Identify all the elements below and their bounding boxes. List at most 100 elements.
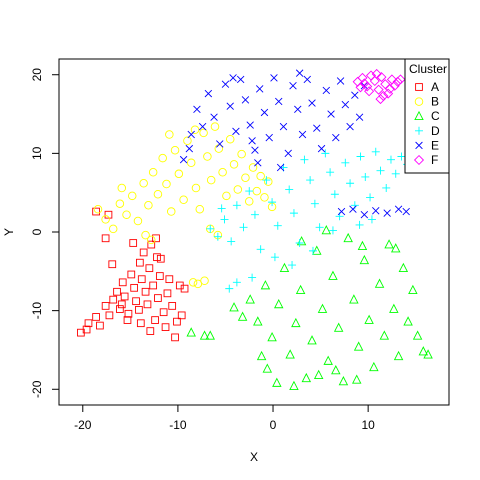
data-point-D (371, 147, 380, 156)
data-point-D (321, 149, 330, 158)
data-point-A (101, 234, 110, 243)
data-point-B (108, 224, 118, 234)
data-point-D (330, 190, 339, 199)
data-point-D (239, 223, 248, 232)
data-point-B (127, 191, 137, 201)
data-point-C (205, 330, 215, 340)
data-point-F (376, 72, 387, 83)
data-point-A (168, 302, 177, 310)
data-point-B (237, 149, 246, 159)
data-point-B (222, 191, 231, 201)
data-point-C (408, 284, 418, 295)
data-point-E (254, 159, 262, 167)
data-point-E (246, 121, 254, 129)
data-point-A (92, 207, 100, 216)
data-point-E (317, 144, 326, 153)
data-point-E (303, 75, 311, 84)
data-point-B (233, 185, 243, 194)
data-point-E (265, 133, 273, 142)
data-point-E (226, 102, 234, 110)
data-point-C (384, 239, 394, 249)
y-tick-label: 10 (30, 146, 44, 160)
data-point-A (137, 275, 146, 284)
data-point-B (148, 167, 158, 177)
data-point-B (162, 179, 171, 189)
data-point-C (313, 369, 324, 379)
data-point-A (136, 319, 145, 328)
data-point-C (412, 330, 423, 340)
data-point-D (262, 176, 271, 185)
data-point-D (220, 215, 229, 224)
data-point-F (362, 81, 373, 92)
data-point-E (198, 122, 207, 131)
data-point-D (356, 152, 365, 161)
data-point-A (109, 295, 118, 304)
data-point-C (245, 294, 255, 304)
data-point-A (159, 308, 168, 317)
data-point-E (241, 96, 250, 104)
data-point-D (232, 201, 241, 210)
data-point-A (171, 333, 179, 342)
data-point-B (188, 278, 198, 287)
data-point-C (317, 303, 328, 313)
data-point-D (306, 176, 315, 185)
data-point-C (398, 262, 409, 273)
data-point-A (132, 297, 140, 306)
series-E (179, 69, 410, 219)
data-point-B (191, 183, 201, 193)
x-tick-label: 10 (361, 418, 375, 432)
x-axis-title: X (250, 450, 258, 464)
data-point-E (221, 80, 230, 88)
data-point-B (158, 153, 167, 163)
data-point-C (199, 330, 210, 340)
data-point-E (236, 75, 245, 84)
data-point-B (165, 130, 174, 139)
data-point-E (360, 82, 369, 90)
legend-marker-A (415, 83, 423, 91)
x-tick-label: -10 (169, 418, 187, 432)
data-point-E (179, 155, 188, 164)
data-point-D (268, 198, 277, 207)
data-point-C (379, 330, 390, 340)
data-point-B (133, 216, 143, 226)
data-point-C (291, 317, 301, 328)
data-point-E (355, 113, 364, 121)
data-point-D (367, 215, 376, 224)
data-point-B (141, 230, 150, 240)
data-point-D (328, 226, 337, 235)
data-point-B (153, 190, 163, 199)
data-point-A (136, 258, 144, 267)
data-point-E (284, 149, 292, 158)
data-point-D (232, 278, 241, 287)
data-point-D (341, 158, 350, 167)
legend-item-E: E (415, 138, 439, 152)
data-point-D (346, 179, 355, 188)
data-point-A (165, 275, 174, 284)
data-point-B (170, 145, 180, 155)
data-point-C (321, 225, 332, 235)
data-point-E (298, 130, 307, 139)
data-point-B (244, 197, 254, 206)
data-point-F (357, 72, 368, 83)
data-point-A (96, 321, 104, 330)
data-point-D (288, 261, 297, 270)
legend-label-C: C (431, 109, 440, 123)
data-point-C (307, 335, 317, 345)
data-point-D (225, 284, 234, 293)
data-point-D (256, 245, 265, 254)
data-point-E (193, 105, 201, 114)
data-point-B (248, 163, 258, 172)
data-point-B (264, 177, 273, 186)
data-point-A (152, 234, 160, 243)
data-point-F (389, 80, 400, 91)
data-point-D (206, 224, 215, 233)
data-point-A (173, 317, 181, 326)
data-point-C (256, 350, 267, 361)
y-axis-ticks: -20 -10 0 10 20 (30, 68, 59, 398)
data-point-E (210, 113, 218, 121)
data-point-B (210, 122, 220, 131)
data-point-E (185, 144, 194, 153)
data-point-E (216, 140, 224, 148)
data-point-A (143, 300, 152, 309)
